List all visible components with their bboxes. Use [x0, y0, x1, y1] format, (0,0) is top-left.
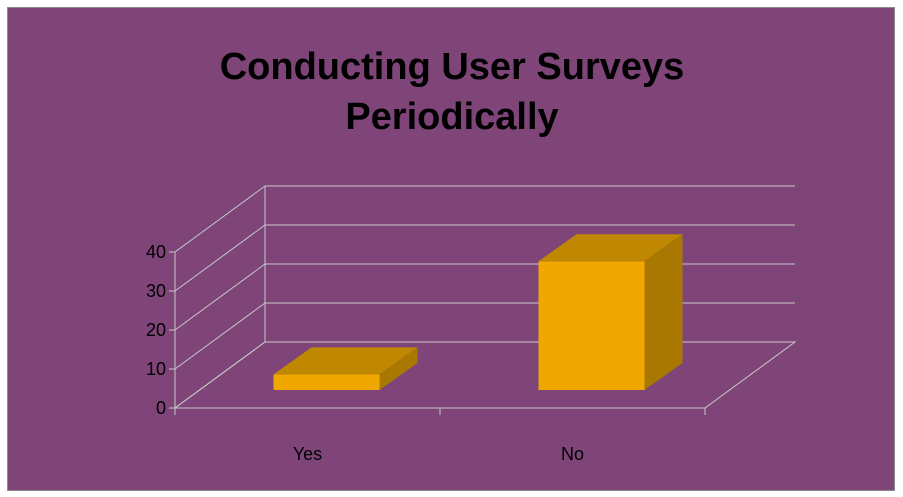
y-tick-label: 40 [146, 242, 166, 262]
chart-title-line-2: Periodically [345, 96, 559, 138]
bar-no [538, 234, 683, 390]
bar-side [644, 234, 683, 390]
x-category-label: Yes [293, 444, 322, 464]
y-tick-label: 0 [156, 398, 166, 418]
y-tick-label: 30 [146, 281, 166, 301]
gridline-side [174, 263, 266, 331]
chart-title: Conducting User Surveys Periodically [8, 42, 896, 142]
bar-top [538, 234, 683, 262]
bar-side [379, 347, 418, 390]
y-tick-label: 20 [146, 320, 166, 340]
chart-area: Conducting User Surveys Periodically [7, 7, 895, 491]
x-category-label: No [561, 444, 584, 464]
bar-top [273, 347, 418, 375]
gridlines [174, 185, 795, 409]
gridline-side [174, 185, 266, 253]
y-tick-labels: 0 10 20 30 40 [146, 242, 166, 418]
bar-yes [273, 347, 418, 390]
bar-front [538, 261, 645, 390]
chart-title-line-1: Conducting User Surveys [219, 46, 685, 88]
y-tick-label: 10 [146, 359, 166, 379]
axes [169, 251, 797, 415]
gridline-side [174, 224, 266, 292]
x-category-labels: Yes No [293, 444, 584, 464]
bars [273, 234, 683, 390]
floor [173, 341, 797, 409]
bar-front [273, 374, 380, 390]
gridline-side [174, 302, 266, 370]
